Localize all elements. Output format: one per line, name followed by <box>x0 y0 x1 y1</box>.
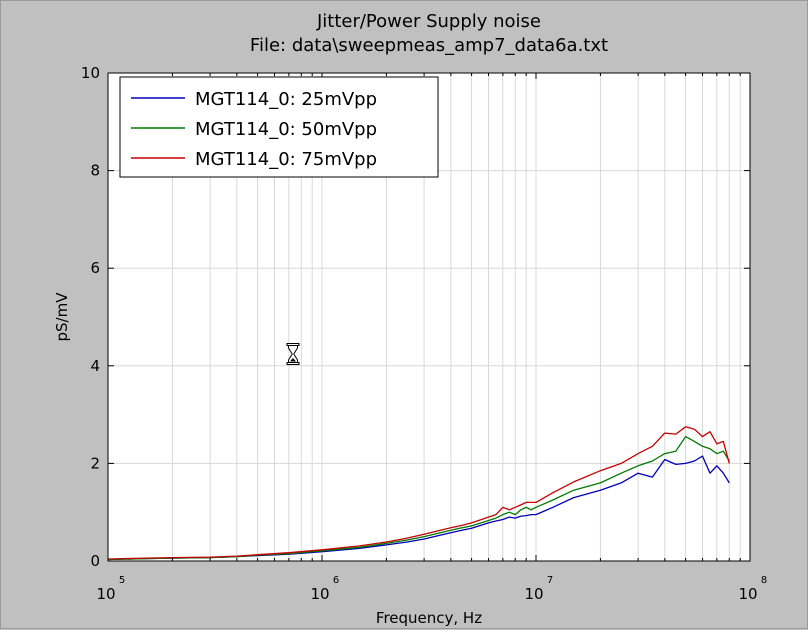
y-tick-label: 6 <box>90 259 100 277</box>
x-tick-exponent: 6 <box>333 575 339 586</box>
legend-box <box>119 76 439 178</box>
chart-title: Jitter/Power Supply noise <box>316 11 541 32</box>
series-line-1 <box>107 455 730 561</box>
x-axis-label: Frequency, Hz <box>376 609 482 627</box>
y-tick-label: 2 <box>90 454 100 472</box>
chart-subtitle: File: data\sweepmeas_amp7_data6a.txt <box>250 35 608 56</box>
legend-entry: MGT114_0: 50mVpp <box>195 119 377 140</box>
x-tick-exponent: 7 <box>547 575 553 586</box>
y-tick-label: 0 <box>90 552 100 570</box>
x-tick-exponent: 8 <box>761 575 767 586</box>
x-tick-label: 10 <box>738 585 757 603</box>
y-tick-label: 10 <box>81 64 100 82</box>
hourglass-cursor-icon <box>286 343 300 365</box>
y-tick-label: 4 <box>90 357 100 375</box>
x-tick-exponent: 5 <box>119 575 125 586</box>
y-axis-label: pS/mV <box>53 292 71 342</box>
legend: MGT114_0: 25mVpp MGT114_0: 50mVpp MGT114_0… <box>119 76 439 178</box>
legend-entry: MGT114_0: 75mVpp <box>195 149 377 170</box>
legend-entry: MGT114_0: 25mVpp <box>195 89 377 110</box>
plot-border <box>107 72 751 562</box>
series-lines <box>107 426 730 561</box>
series-line-2 <box>107 435 730 561</box>
axis-ticks: 0 2 4 6 8 10 10 5 10 6 10 7 10 8 <box>81 64 767 603</box>
x-tick-label: 10 <box>524 585 543 603</box>
x-tick-label: 10 <box>96 585 115 603</box>
x-tick-label: 10 <box>310 585 329 603</box>
series-line-3 <box>107 426 730 560</box>
y-tick-label: 8 <box>90 162 100 180</box>
